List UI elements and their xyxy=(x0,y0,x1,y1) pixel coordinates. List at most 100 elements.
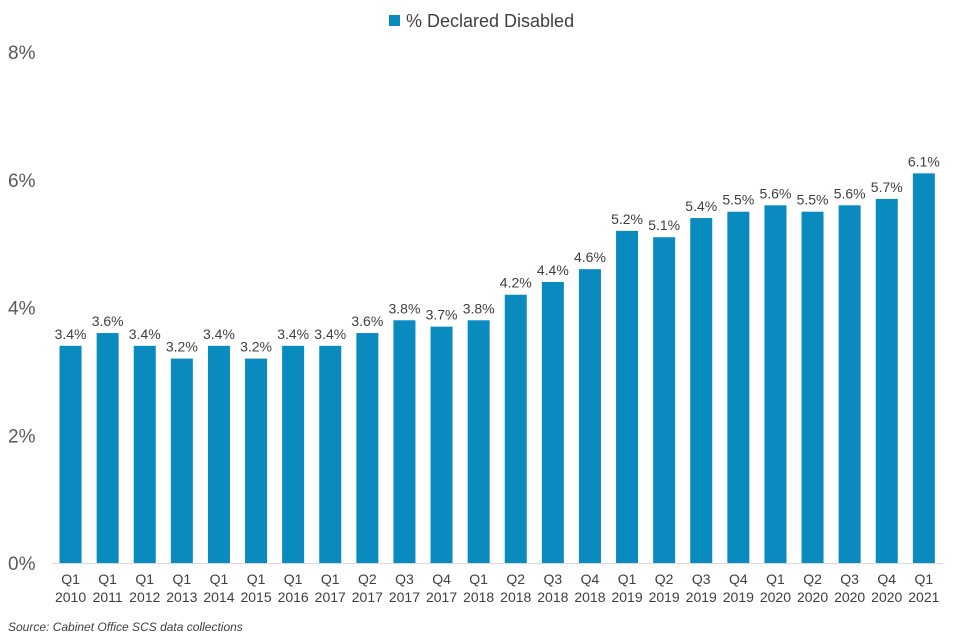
x-tick-quarter: Q4 xyxy=(729,571,748,587)
x-tick-year: 2016 xyxy=(278,589,309,605)
data-label: 4.6% xyxy=(574,249,606,265)
bar xyxy=(96,333,119,563)
x-tick-quarter: Q2 xyxy=(506,571,525,587)
x-tick-year: 2019 xyxy=(649,589,680,605)
x-tick-quarter: Q4 xyxy=(877,571,896,587)
x-tick-quarter: Q2 xyxy=(358,571,377,587)
y-tick-label: 8% xyxy=(8,43,36,64)
data-label: 5.6% xyxy=(834,185,866,201)
bar xyxy=(727,211,750,563)
x-tick-year: 2017 xyxy=(389,589,420,605)
data-label: 3.4% xyxy=(314,326,346,342)
x-tick-quarter: Q1 xyxy=(766,571,785,587)
legend-swatch xyxy=(389,15,400,26)
legend-label: % Declared Disabled xyxy=(406,11,574,31)
bar xyxy=(133,345,156,563)
data-label: 3.6% xyxy=(351,313,383,329)
data-label: 3.8% xyxy=(463,300,495,316)
data-label: 4.2% xyxy=(500,275,532,291)
data-label: 5.2% xyxy=(611,211,643,227)
x-tick-quarter: Q1 xyxy=(135,571,154,587)
bar xyxy=(467,320,490,563)
bar xyxy=(170,358,193,563)
data-labels: 3.4% 3.6% 3.4% 3.2% 3.4% 3.2% 3.4% 3.4% 3.6% 3.8%… xyxy=(55,153,940,354)
bar xyxy=(393,320,416,563)
data-label: 5.4% xyxy=(685,198,717,214)
bar xyxy=(838,205,861,564)
y-tick-label: 4% xyxy=(8,299,36,320)
x-tick-year: 2018 xyxy=(500,589,531,605)
x-tick-quarter: Q1 xyxy=(321,571,340,587)
data-label: 4.4% xyxy=(537,262,569,278)
x-tick-quarter: Q1 xyxy=(98,571,117,587)
legend: % Declared Disabled xyxy=(389,11,574,31)
x-tick-quarter: Q3 xyxy=(692,571,711,587)
x-tick-quarter: Q3 xyxy=(395,571,414,587)
source-note: Source: Cabinet Office SCS data collecti… xyxy=(8,620,243,634)
x-tick-year: 2020 xyxy=(797,589,828,605)
x-tick-quarter: Q1 xyxy=(469,571,488,587)
x-tick-year: 2018 xyxy=(463,589,494,605)
data-label: 3.4% xyxy=(55,326,87,342)
x-tick-quarter: Q1 xyxy=(915,571,934,587)
data-label: 5.7% xyxy=(871,179,903,195)
data-label: 3.2% xyxy=(166,339,198,355)
bar xyxy=(690,218,713,563)
x-tick-year: 2020 xyxy=(871,589,902,605)
x-tick-year: 2019 xyxy=(611,589,642,605)
x-tick-quarter: Q4 xyxy=(432,571,451,587)
x-tick-year: 2017 xyxy=(426,589,457,605)
x-tick-year: 2018 xyxy=(537,589,568,605)
x-tick-year: 2020 xyxy=(834,589,865,605)
x-tick-quarter: Q1 xyxy=(284,571,303,587)
data-label: 6.1% xyxy=(908,153,940,169)
data-label: 3.8% xyxy=(388,300,420,316)
x-tick-quarter: Q1 xyxy=(618,571,637,587)
data-label: 5.1% xyxy=(648,217,680,233)
x-tick-quarter: Q1 xyxy=(61,571,80,587)
x-tick-quarter: Q1 xyxy=(247,571,266,587)
bar xyxy=(430,326,453,563)
bar xyxy=(59,345,82,563)
x-tick-year: 2019 xyxy=(686,589,717,605)
bar xyxy=(616,230,639,563)
data-label: 3.4% xyxy=(129,326,161,342)
y-tick-label: 0% xyxy=(8,554,36,575)
x-tick-year: 2018 xyxy=(574,589,605,605)
data-label: 5.5% xyxy=(797,192,829,208)
bar xyxy=(245,358,268,563)
x-tick-quarter: Q4 xyxy=(581,571,600,587)
bar xyxy=(541,281,564,563)
x-tick-year: 2011 xyxy=(93,589,123,605)
y-tick-label: 6% xyxy=(8,171,36,192)
x-tick-year: 2013 xyxy=(166,589,197,605)
x-tick-quarter: Q2 xyxy=(803,571,822,587)
x-tick-year: 2014 xyxy=(203,589,234,605)
x-tick-year: 2019 xyxy=(723,589,754,605)
x-tick-year: 2021 xyxy=(908,589,939,605)
x-tick-quarter: Q3 xyxy=(544,571,563,587)
x-axis: Q1 2010 Q1 2011 Q1 2012 Q1 2013 Q1 2014 Q1 2015 Q1 20… xyxy=(52,563,943,605)
data-label: 3.6% xyxy=(92,313,124,329)
bar xyxy=(764,205,787,564)
x-tick-quarter: Q1 xyxy=(173,571,192,587)
bar xyxy=(801,211,824,563)
bar xyxy=(653,237,676,564)
x-tick-year: 2020 xyxy=(760,589,791,605)
bar xyxy=(912,173,935,564)
bar xyxy=(282,345,305,563)
bar xyxy=(578,269,601,563)
x-tick-year: 2012 xyxy=(129,589,160,605)
bars xyxy=(59,173,935,564)
data-label: 5.5% xyxy=(722,192,754,208)
data-label: 3.7% xyxy=(426,307,458,323)
bar xyxy=(319,345,342,563)
x-tick-quarter: Q2 xyxy=(655,571,674,587)
data-label: 3.2% xyxy=(240,339,272,355)
bar xyxy=(356,333,379,563)
y-axis: 0% 2% 4% 6% 8% xyxy=(8,43,36,575)
x-tick-year: 2017 xyxy=(315,589,346,605)
x-tick-year: 2015 xyxy=(240,589,271,605)
data-label: 3.4% xyxy=(203,326,235,342)
